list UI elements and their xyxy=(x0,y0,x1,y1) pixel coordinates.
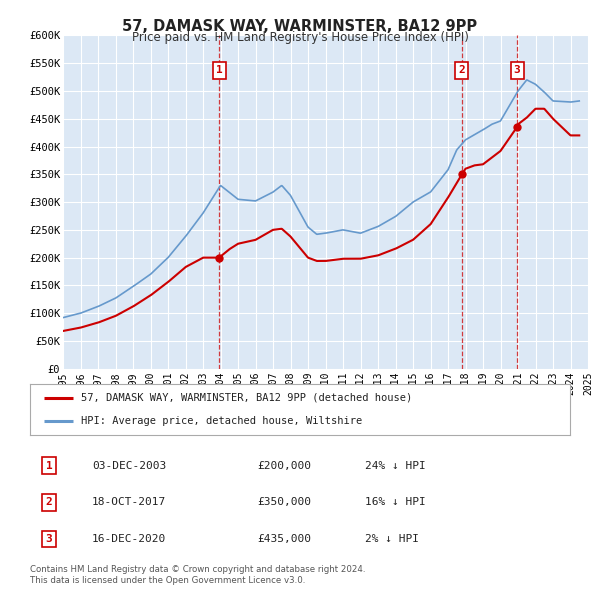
Text: 2: 2 xyxy=(458,65,465,76)
Text: 57, DAMASK WAY, WARMINSTER, BA12 9PP: 57, DAMASK WAY, WARMINSTER, BA12 9PP xyxy=(122,19,478,34)
Text: 18-OCT-2017: 18-OCT-2017 xyxy=(92,497,166,507)
Text: Contains HM Land Registry data © Crown copyright and database right 2024.
This d: Contains HM Land Registry data © Crown c… xyxy=(30,565,365,585)
Text: 16-DEC-2020: 16-DEC-2020 xyxy=(92,534,166,544)
Text: 16% ↓ HPI: 16% ↓ HPI xyxy=(365,497,425,507)
Text: HPI: Average price, detached house, Wiltshire: HPI: Average price, detached house, Wilt… xyxy=(82,416,362,426)
Text: 24% ↓ HPI: 24% ↓ HPI xyxy=(365,461,425,470)
Text: 1: 1 xyxy=(216,65,223,76)
Text: 3: 3 xyxy=(46,534,52,544)
Text: 2% ↓ HPI: 2% ↓ HPI xyxy=(365,534,419,544)
Text: 57, DAMASK WAY, WARMINSTER, BA12 9PP (detached house): 57, DAMASK WAY, WARMINSTER, BA12 9PP (de… xyxy=(82,392,413,402)
Text: £200,000: £200,000 xyxy=(257,461,311,470)
Text: 03-DEC-2003: 03-DEC-2003 xyxy=(92,461,166,470)
Text: £435,000: £435,000 xyxy=(257,534,311,544)
Text: Price paid vs. HM Land Registry's House Price Index (HPI): Price paid vs. HM Land Registry's House … xyxy=(131,31,469,44)
Text: 3: 3 xyxy=(514,65,521,76)
Text: £350,000: £350,000 xyxy=(257,497,311,507)
Text: 2: 2 xyxy=(46,497,52,507)
Text: 1: 1 xyxy=(46,461,52,470)
